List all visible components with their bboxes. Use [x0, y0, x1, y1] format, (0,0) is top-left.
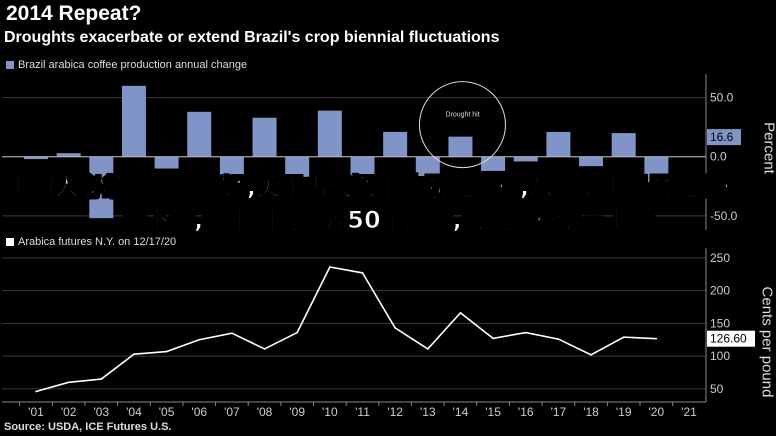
x-tick-label: '12	[387, 405, 403, 419]
price-point	[133, 353, 135, 355]
x-tick-label: '01	[28, 405, 44, 419]
bar	[546, 131, 571, 157]
bottom-legend-label: Arabica futures N.Y. on 12/17/20	[18, 236, 177, 248]
bar	[187, 111, 212, 157]
bar	[644, 156, 669, 187]
drought-circle	[418, 81, 506, 169]
x-tick-label: '09	[289, 405, 305, 419]
price-point	[492, 337, 494, 340]
price-point	[67, 381, 70, 384]
bar	[350, 156, 375, 183]
price-point	[263, 348, 266, 350]
x-tick-label: '21	[681, 405, 697, 419]
price-point	[165, 350, 168, 353]
bar	[285, 156, 310, 178]
price-point	[296, 331, 299, 334]
top-y-tick-label: -50.0	[710, 209, 738, 223]
price-point	[524, 331, 527, 334]
top-y-tick-label: 0.0	[710, 150, 727, 164]
source-note: Source: USDA, ICE Futures U.S.	[4, 421, 172, 433]
top-legend: Brazil arabica coffee production annual …	[6, 59, 247, 71]
price-point	[231, 332, 233, 334]
drought-annotation: Drought hit	[445, 112, 479, 119]
x-tick-label: '18	[583, 405, 599, 419]
price-point	[394, 327, 396, 329]
overlay-caption: 中国人必须知道的知识,关于古代汉字的历史资料,八年级上册历史资料免费下载,新中国…	[6, 173, 770, 235]
bar	[579, 156, 604, 167]
bottom-y-tick-label: 200	[710, 284, 730, 298]
bar	[415, 156, 440, 199]
bottom-y-tick-label: 100	[710, 349, 730, 363]
price-point	[557, 338, 560, 340]
top-last-value-box	[707, 129, 741, 146]
price-point	[100, 378, 103, 380]
bar	[252, 117, 277, 157]
price-point	[361, 272, 364, 274]
x-tick-label: '13	[420, 405, 436, 419]
bottom-y-tick-label: 250	[710, 251, 730, 265]
bar-legend-swatch	[6, 61, 14, 69]
x-tick-label: '19	[616, 405, 632, 419]
bottom-last-value-label: 126.60	[710, 332, 747, 346]
x-tick-label: '14	[453, 405, 469, 419]
top-legend-label: Brazil arabica coffee production annual …	[18, 59, 248, 71]
top-y-tick-label: 50.0	[710, 91, 734, 105]
x-tick-label: '03	[93, 405, 109, 419]
bar	[383, 131, 408, 157]
x-tick-label: '02	[61, 405, 77, 419]
chart-subtitle: Droughts exacerbate or extend Brazil's c…	[4, 29, 500, 46]
x-tick-label: '04	[126, 405, 142, 419]
bottom-legend: Arabica futures N.Y. on 12/17/20	[6, 236, 176, 248]
bottom-last-value-box	[707, 330, 755, 347]
bar	[481, 156, 506, 171]
x-tick-label: '06	[191, 405, 207, 419]
line-legend-swatch	[6, 238, 14, 246]
bottom-y-tick-label: 150	[710, 316, 730, 330]
x-tick-label: '11	[355, 405, 370, 419]
bottom-y-tick-label: 50	[710, 382, 724, 396]
price-point	[427, 348, 429, 350]
price-point	[622, 336, 625, 338]
bar	[448, 136, 473, 157]
bar	[89, 156, 114, 219]
chart-title: 2014 Repeat?	[6, 2, 142, 25]
x-tick-label: '05	[159, 405, 175, 419]
top-last-value-label: 16.6	[710, 130, 734, 144]
x-tick-label: '15	[485, 405, 501, 419]
x-tick-label: '16	[518, 405, 534, 419]
bar	[317, 110, 342, 157]
x-tick-label: '07	[224, 405, 240, 419]
bar	[121, 85, 146, 157]
price-point	[198, 338, 201, 341]
price-point	[590, 354, 592, 356]
bar	[219, 156, 244, 183]
bar	[154, 156, 179, 169]
bar	[56, 153, 81, 157]
x-tick-label: '17	[551, 405, 567, 419]
price-point	[459, 312, 462, 314]
price-point	[329, 266, 331, 268]
price-point	[35, 390, 37, 393]
bar	[24, 156, 48, 160]
x-tick-label: '08	[257, 405, 273, 419]
x-tick-label: '10	[322, 405, 338, 419]
bar	[611, 133, 636, 157]
price-line	[35, 266, 657, 393]
price-point	[655, 337, 658, 340]
x-tick-label: '20	[649, 405, 665, 419]
bar	[513, 156, 538, 162]
